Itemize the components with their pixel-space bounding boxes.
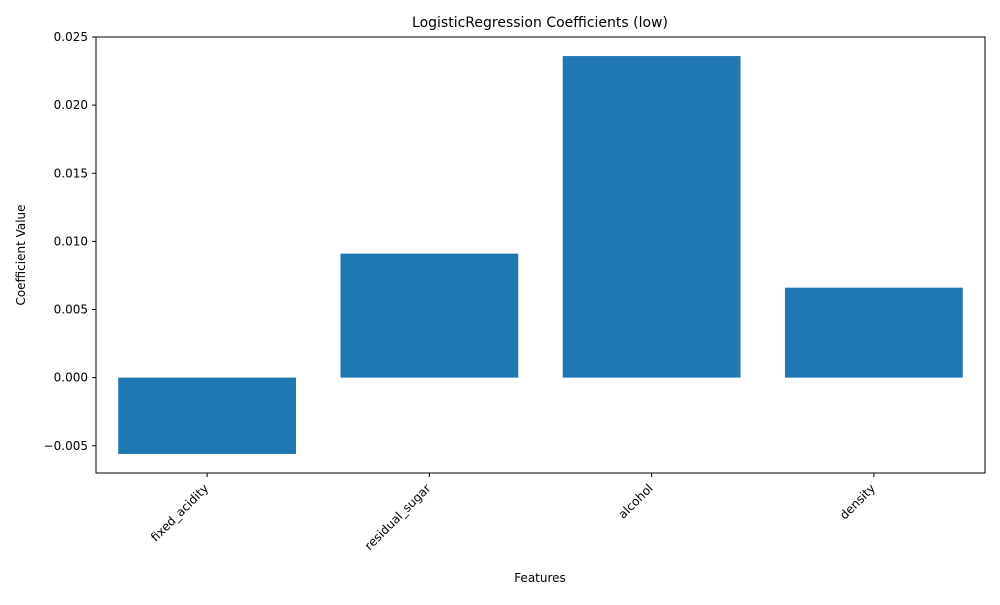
y-tick-label: 0.010 (54, 234, 88, 248)
y-tick-label: 0.020 (54, 98, 88, 112)
bars-layer (118, 56, 963, 454)
bar-alcohol (562, 56, 741, 378)
y-axis: −0.005 0.000 0.005 0.010 0.015 0.020 0.025 (44, 30, 96, 453)
bar-fixed-acidity (118, 377, 297, 454)
y-tick-label: 0.005 (54, 303, 88, 317)
y-axis-label: Coefficient Value (14, 204, 28, 305)
bar-density (784, 287, 963, 378)
y-tick-label: 0.000 (54, 371, 88, 385)
x-axis-label: Features (514, 571, 566, 585)
y-tick-label: −0.005 (44, 439, 88, 453)
y-tick-label: 0.015 (54, 166, 88, 180)
y-tick-label: 0.025 (54, 30, 88, 44)
chart-title: LogisticRegression Coefficients (low) (412, 15, 668, 31)
plot-frame (95, 36, 986, 474)
bar-residual-sugar (340, 253, 519, 378)
